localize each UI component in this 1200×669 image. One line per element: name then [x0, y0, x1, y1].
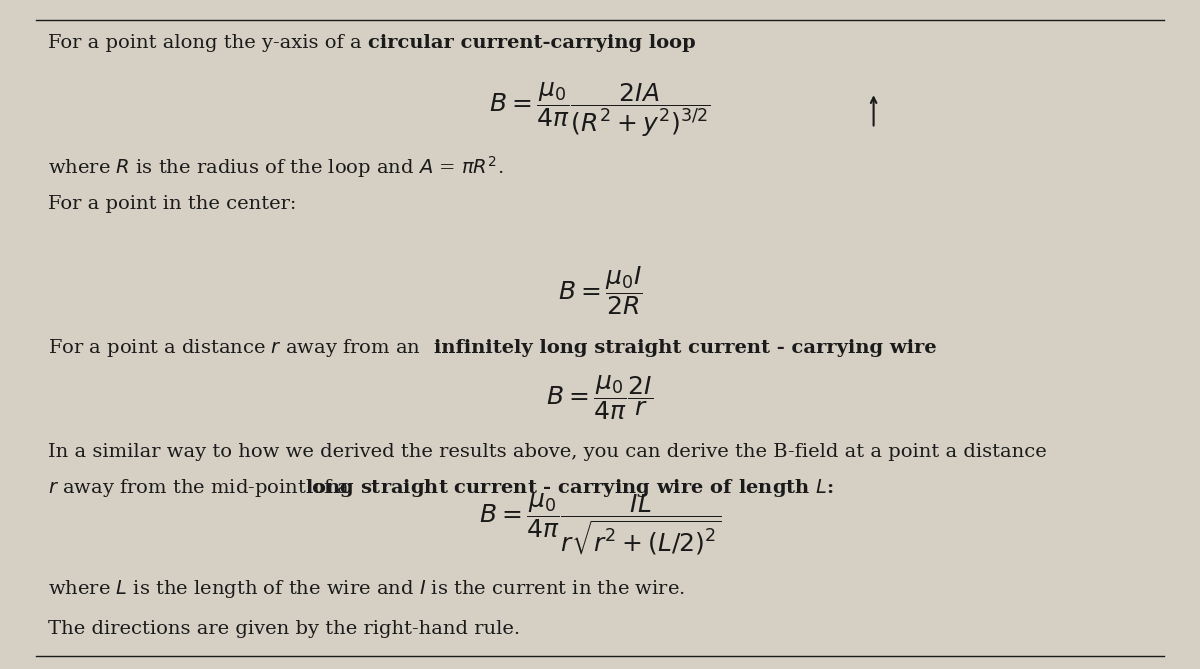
Text: where $\mathit{L}$ is the length of the wire and $\mathit{I}$ is the current in : where $\mathit{L}$ is the length of the … [48, 578, 685, 599]
Text: The directions are given by the right-hand rule.: The directions are given by the right-ha… [48, 620, 520, 638]
Text: For a point a distance $\mathit{r}$ away from an: For a point a distance $\mathit{r}$ away… [48, 337, 421, 359]
Text: infinitely long straight current - carrying wire: infinitely long straight current - carry… [434, 339, 937, 357]
Text: $B = \dfrac{\mu_0}{4\pi} \dfrac{2I}{r}$: $B = \dfrac{\mu_0}{4\pi} \dfrac{2I}{r}$ [546, 374, 654, 422]
Text: $\mathit{r}$ away from the mid-point of a: $\mathit{r}$ away from the mid-point of … [48, 478, 350, 499]
Text: For a point along the y-axis of a: For a point along the y-axis of a [48, 35, 368, 52]
Text: In a similar way to how we derived the results above, you can derive the B-field: In a similar way to how we derived the r… [48, 443, 1046, 460]
Text: For a point in the center:: For a point in the center: [48, 195, 296, 213]
Text: circular current-carrying loop: circular current-carrying loop [368, 35, 696, 52]
Text: $B = \dfrac{\mu_0}{4\pi} \dfrac{2IA}{(R^2 + y^2)^{3/2}}$: $B = \dfrac{\mu_0}{4\pi} \dfrac{2IA}{(R^… [490, 81, 710, 140]
Text: long straight current - carrying wire of length $\mathbf{\mathit{L}}$:: long straight current - carrying wire of… [305, 478, 834, 499]
Text: $B = \dfrac{\mu_0}{4\pi} \dfrac{IL}{r\sqrt{r^2 + (L/2)^2}}$: $B = \dfrac{\mu_0}{4\pi} \dfrac{IL}{r\sq… [479, 492, 721, 559]
Text: $B = \dfrac{\mu_0 I}{2R}$: $B = \dfrac{\mu_0 I}{2R}$ [558, 265, 642, 317]
Text: where $\mathit{R}$ is the radius of the loop and $\mathit{A}$ = $\pi \mathit{R}^: where $\mathit{R}$ is the radius of the … [48, 155, 504, 180]
